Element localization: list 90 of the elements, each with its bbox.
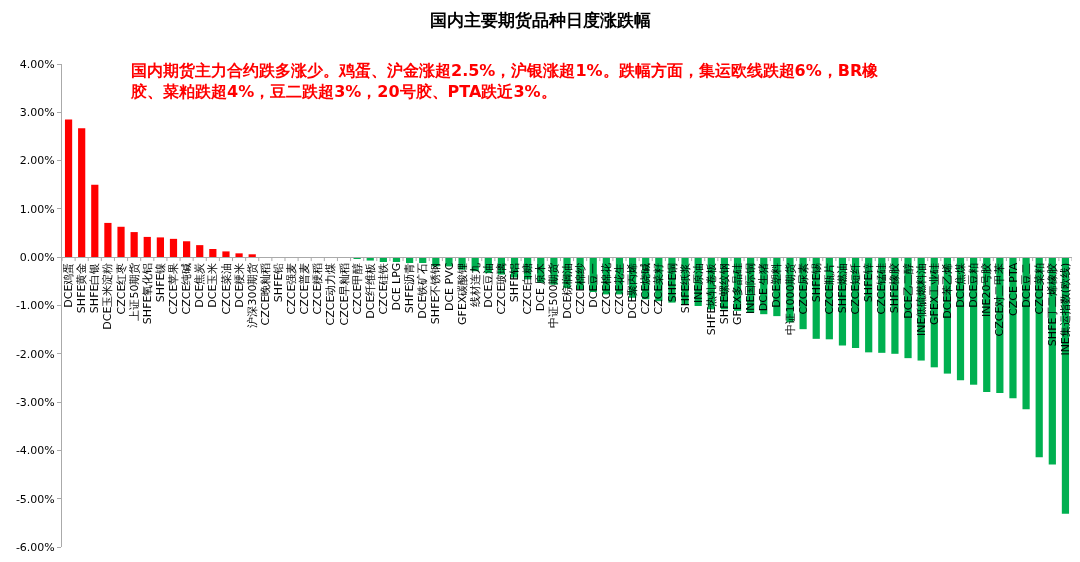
x-tick-label: DCE纤维板 <box>363 262 377 319</box>
y-tick-label: 1.00% <box>19 202 55 216</box>
x-tick-label: 沪深300期货 <box>245 262 259 328</box>
x-tick-label: 上证50期货 <box>127 262 141 321</box>
x-tick-label: SHFE氧化铝 <box>140 262 154 325</box>
y-tick-label: -1.00% <box>15 299 55 313</box>
x-tick-label: CZCE白糖 <box>521 262 535 315</box>
x-tick-label: DCE PVC <box>442 262 456 312</box>
x-tick-label: SHFE锡 <box>809 262 823 303</box>
x-tick-label: SHFE白银 <box>88 262 102 314</box>
x-tick-label: CZCE尿素 <box>796 262 810 315</box>
x-tick-label: CZCE花生 <box>613 262 627 315</box>
y-tick-label: 4.00% <box>19 57 55 71</box>
x-tick-label: CZCE粳稻 <box>311 262 325 315</box>
x-tick-label: DCE豆油 <box>481 262 495 308</box>
y-tick-label: 0.00% <box>19 251 55 265</box>
chart-title: 国内主要期货品种日度涨跌幅 <box>429 9 651 30</box>
y-tick-label: -6.00% <box>15 540 55 554</box>
x-tick-label: CZCE菜粕 <box>1032 262 1046 315</box>
x-tick-label: DCE豆二 <box>1019 262 1033 308</box>
x-tick-label: INE原油 <box>691 262 705 304</box>
x-tick-label: CZCE早籼稻 <box>337 262 351 326</box>
x-tick-label: SHFE热轧卷板 <box>704 262 718 336</box>
x-tick-label: SHFE丁二烯橡胶 <box>1045 262 1059 347</box>
x-tick-label: CZCE棉花 <box>599 262 613 315</box>
x-tick-label: DCE焦煤 <box>954 262 968 308</box>
x-tick-label: CZCE短纤 <box>849 262 863 315</box>
x-tick-label: DCE豆一 <box>586 262 600 308</box>
x-tick-label: SHFE铜 <box>665 262 679 303</box>
x-tick-label: DCE乙二醇 <box>901 262 915 319</box>
x-tick-label: SHFE铝 <box>508 262 522 303</box>
x-tick-label: CZCE烧碱 <box>639 262 653 315</box>
x-tick-label: CZCE普麦 <box>298 262 312 315</box>
x-tick-label: CZCE对二甲苯 <box>993 262 1007 337</box>
x-tick-label: SHFE铅 <box>272 262 286 303</box>
x-tick-label: CZCE动力煤 <box>324 262 338 326</box>
x-tick-label: SHFE沥青 <box>403 262 417 314</box>
x-tick-label: CZCE强麦 <box>285 262 299 315</box>
x-tick-label: DCE 生猪 <box>757 262 771 312</box>
x-tick-label: DCE玉米淀粉 <box>101 262 115 330</box>
y-tick-label: -5.00% <box>15 492 55 506</box>
x-tick-label: DCE 原木 <box>534 262 548 312</box>
x-tick-label: CZCE PTA <box>1006 262 1020 316</box>
x-tick-label: 中证1000期货 <box>783 262 797 335</box>
x-tick-label: CZCE晚籼稻 <box>258 262 272 326</box>
y-tick-label: -3.00% <box>15 395 55 409</box>
x-tick-label: INE国际铜 <box>744 262 758 315</box>
x-tick-label: DCE LPG <box>390 262 404 311</box>
x-tick-label: SHFE镍 <box>153 262 167 303</box>
x-tick-label: CZCE瓶片 <box>822 262 836 315</box>
x-tick-label: SHFE黄金 <box>75 262 89 314</box>
x-tick-label: CZCE玻璃 <box>495 262 508 315</box>
x-tick-label: CZCE菜籽 <box>652 262 666 315</box>
x-tick-label: DCE焦炭 <box>193 262 207 308</box>
x-tick-label: DCE铁矿石 <box>416 262 430 319</box>
x-tick-label: DCE苯乙烯 <box>940 262 954 319</box>
x-tick-label: DCE聚丙烯 <box>626 262 640 319</box>
x-tick-label: CZCE锰硅 <box>875 262 889 315</box>
x-tick-label: SHFE燃油 <box>836 262 850 314</box>
x-tick-label: CZCE苹果 <box>167 262 181 315</box>
x-tick-label: DCE豆粕 <box>967 262 981 308</box>
x-tick-label: INE低硫燃料油 <box>914 262 928 337</box>
x-tick-label: GFEX工业硅 <box>927 262 941 325</box>
x-tick-label: CZCE菜油 <box>219 262 233 315</box>
x-tick-label: CZCE甲醇 <box>350 262 364 315</box>
x-tick-label: CZCE硅铁 <box>376 262 390 315</box>
x-tick-label: SHFE橡胶 <box>888 262 902 314</box>
x-tick-label: CZCE红枣 <box>114 262 128 315</box>
x-tick-label: SHFE纸浆 <box>678 262 692 314</box>
x-tick-label: DCE棕榈油 <box>560 262 574 319</box>
text: 国内期货主力合约跌多涨少。鸡蛋、沪金涨超2.5%，沪银涨超1%。跌幅方面，集运欧线跌超6%，BR橡胶、菜粕跌超4%，豆二跌超3%，20号胶、PTA跌近3%。 <box>130 61 880 101</box>
y-tick-label: 2.00% <box>19 154 55 168</box>
y-tick-label: -4.00% <box>15 444 55 458</box>
x-tick-label: 线材连九 <box>468 262 482 307</box>
y-tick-label: 3.00% <box>19 106 55 120</box>
x-tick-label: 中证500期货 <box>547 262 561 328</box>
x-tick-label: DCE玉米 <box>206 262 220 308</box>
x-tick-label: SHFE螺纹钢 <box>717 262 731 325</box>
x-tick-label: GFEX碳酸锂 <box>455 262 469 325</box>
y-tick-label: -2.00% <box>15 347 55 361</box>
x-tick-label: CZCE棉纱 <box>573 262 587 315</box>
x-tick-label: INE集运指数(欧线) <box>1059 262 1073 356</box>
x-tick-label: DCE鸡蛋 <box>62 262 76 308</box>
x-tick-label: GFEX多晶硅 <box>731 262 745 325</box>
x-tick-label: SHFE不锈钢 <box>429 262 443 325</box>
x-tick-label: DCE粳米 <box>232 262 246 308</box>
x-tick-label: CZCE纯碱 <box>180 262 194 315</box>
x-tick-label: SHFE锌 <box>862 262 876 303</box>
x-tick-label: INE20号胶 <box>980 262 994 318</box>
x-tick-label: DCE塑料 <box>770 262 784 308</box>
